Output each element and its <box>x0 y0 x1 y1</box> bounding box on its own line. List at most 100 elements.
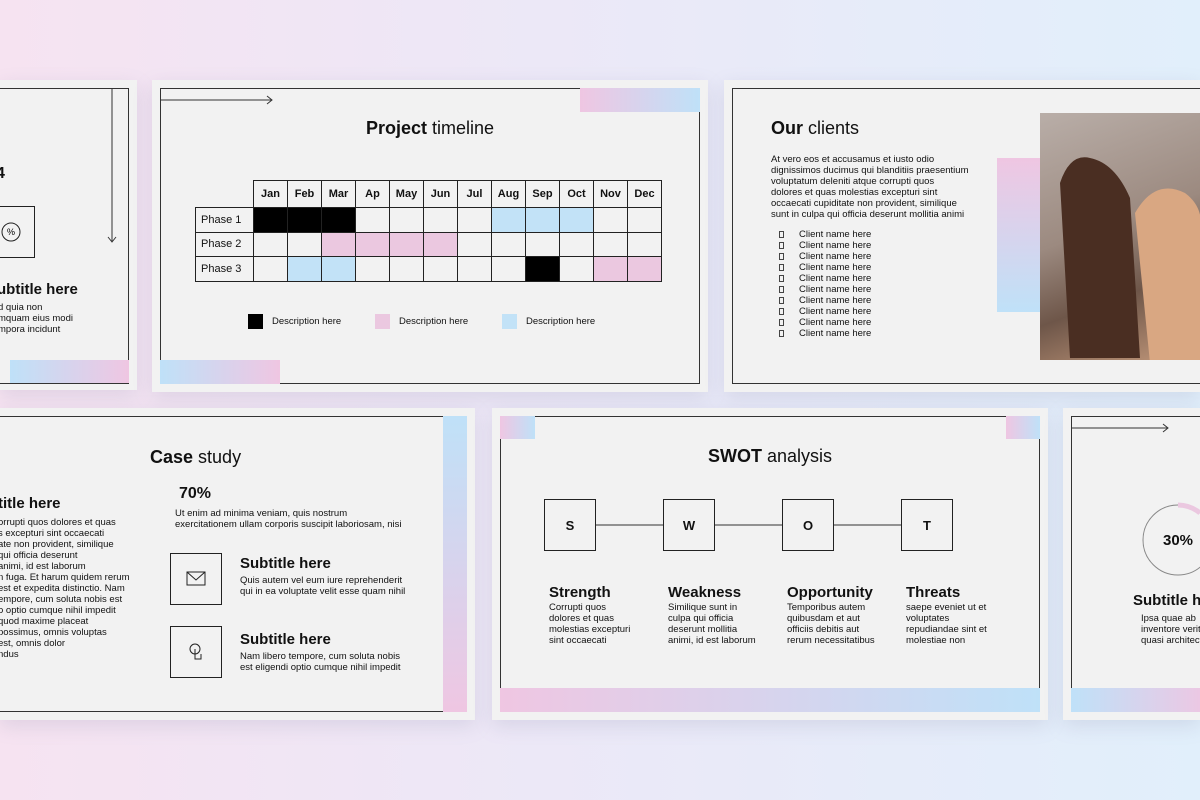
text-block: d quia non mquam eius modi mpora incidunt <box>0 302 73 335</box>
slide-title: Project timeline <box>152 119 708 137</box>
icon <box>186 571 206 586</box>
client-name: Client name here <box>799 251 872 262</box>
swot-text: officiis debitis aut <box>787 624 860 635</box>
bullet-icon <box>779 264 784 271</box>
month-header: Jun <box>423 180 458 208</box>
swot-text: Similique sunt in <box>668 602 738 613</box>
gantt-cell <box>321 207 356 233</box>
arrow <box>160 95 273 105</box>
text-line: mpora incidunt <box>0 324 61 335</box>
swot-letter: S <box>544 499 596 551</box>
text-line: exercitationem ullam corporis suscipit l… <box>175 519 402 530</box>
client-name: Client name here <box>799 328 872 339</box>
gantt-cell <box>355 207 390 233</box>
swot-text: molestias excepturi <box>549 624 631 635</box>
stat-text: Ut enim ad minima veniam, quis nostrum ex… <box>175 508 402 530</box>
swot-text: sint occaecati <box>549 635 607 646</box>
month-header: Aug <box>491 180 526 208</box>
gantt-cell <box>389 207 424 233</box>
bullet-icon <box>779 275 784 282</box>
gantt-cell <box>457 256 492 282</box>
accent <box>997 158 1041 312</box>
gantt-cell <box>491 256 526 282</box>
legend-swatch <box>502 314 517 329</box>
text-line: possimus, omnis voluptas <box>0 627 107 638</box>
gantt-cell <box>559 256 594 282</box>
gantt-cell <box>627 256 662 282</box>
icon-box <box>170 553 222 605</box>
gantt-cell <box>423 207 458 233</box>
slide-title: Case study <box>150 448 241 466</box>
text-line: quod maxime placeat <box>0 616 89 627</box>
bullet-icon <box>779 242 784 249</box>
swot-title: Strength <box>549 584 611 601</box>
bullet-icon <box>779 286 784 293</box>
swot-title: Opportunity <box>787 584 873 601</box>
client-name: Client name here <box>799 262 872 273</box>
item-text: qui in ea voluptate velit esse quam nihi… <box>240 586 406 597</box>
gantt-cell <box>457 207 492 233</box>
subtitle: ubtitle here <box>0 281 78 298</box>
swot-text: repudiandae sint et <box>906 624 987 635</box>
gantt-cell <box>355 256 390 282</box>
text-block: orrupti quos dolores et quas s excepturi … <box>0 517 129 660</box>
gantt-cell <box>287 256 322 282</box>
slide-timeline: Project timeline Jan Feb Mar Ap May Jun Jul Aug… <box>152 80 708 392</box>
gantt-cell <box>253 207 288 233</box>
title-rest: analysis <box>766 446 833 466</box>
text-line: Ipsa quae ab <box>1141 613 1196 624</box>
legend-label: Description here <box>272 316 342 327</box>
text-line: est et expedita distinctio. Nam <box>0 583 125 594</box>
photo <box>1040 113 1200 363</box>
connectors <box>596 524 901 526</box>
gantt-cell <box>525 231 560 257</box>
legend-swatch <box>248 314 263 329</box>
text-line: animi, id est laborum <box>0 561 86 572</box>
client-name: Client name here <box>799 306 872 317</box>
text-line: n fuga. Et harum quidem rerum <box>0 572 130 583</box>
month-header: Feb <box>287 180 322 208</box>
swot-letter: O <box>782 499 834 551</box>
text-line: sunt in culpa qui officia deserunt molli… <box>771 209 965 220</box>
swot-text: voluptates <box>906 613 950 624</box>
slide-left: 4 % ubtitle here d quia non mquam eius mo… <box>0 80 137 390</box>
text-line: dignissimos ducimus qui blanditiis praes… <box>771 165 969 176</box>
month-header: Nov <box>593 180 628 208</box>
swot-text: rerum necessitatibus <box>787 635 875 646</box>
accent <box>1006 416 1040 439</box>
slide-case-study: Case study title here orrupti quos dolor… <box>0 408 475 720</box>
bullet-icon <box>779 231 784 238</box>
stat: 70% <box>179 485 212 502</box>
client-name: Client name here <box>799 229 872 240</box>
gantt-cell <box>525 207 560 233</box>
swot-text: deserunt mollitia <box>668 624 738 635</box>
text-line: ndus <box>0 649 19 660</box>
text-line: orrupti quos dolores et quas <box>0 517 116 528</box>
icon-box: % <box>0 206 35 258</box>
month-header: Dec <box>627 180 662 208</box>
text-line: quasi architecto <box>1141 635 1200 646</box>
slide-border <box>732 88 1200 384</box>
phase-label: Phase 1 <box>195 207 254 233</box>
bullet-icon <box>779 253 784 260</box>
accent <box>10 360 129 383</box>
swot-text: saepe eveniet ut et <box>906 602 987 613</box>
accent <box>500 416 535 439</box>
icon <box>189 643 202 660</box>
month-header: May <box>389 180 424 208</box>
legend-label: Description here <box>399 316 469 327</box>
legend-label: Description here <box>526 316 596 327</box>
client-name: Client name here <box>799 295 872 306</box>
swot-text: culpa qui officia <box>668 613 734 624</box>
gantt-cell <box>627 207 662 233</box>
swot-letter: T <box>901 499 953 551</box>
photo-shapes <box>1060 157 1200 363</box>
month-header: Ap <box>355 180 390 208</box>
text-line: o optio cumque nihil impedit <box>0 605 116 616</box>
item-text: est eligendi optio cumque nihil impedit <box>240 662 401 673</box>
text-line: s excepturi sint occaecati <box>0 528 105 539</box>
bullet-icon <box>779 308 784 315</box>
legend-swatch <box>375 314 390 329</box>
month-header: Jul <box>457 180 492 208</box>
